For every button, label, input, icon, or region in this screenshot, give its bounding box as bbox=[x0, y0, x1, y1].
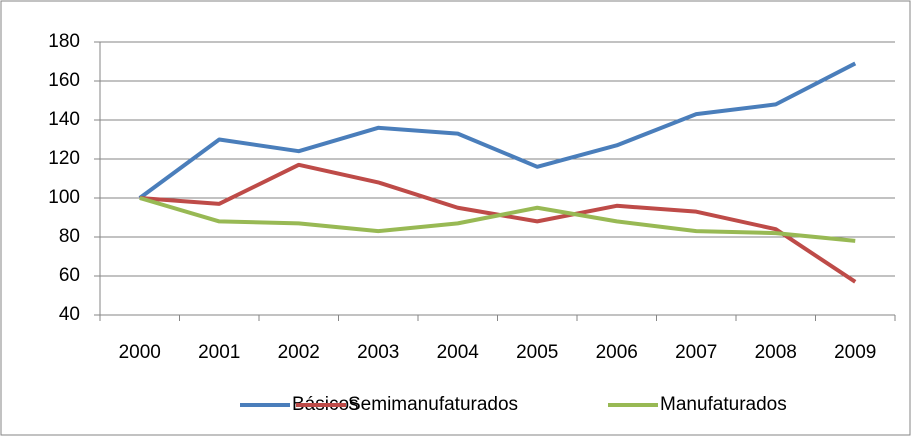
x-tick-label: 2001 bbox=[198, 342, 240, 363]
y-tick-label: 60 bbox=[59, 265, 80, 286]
y-tick-label: 100 bbox=[48, 187, 80, 208]
x-tick-label: 2004 bbox=[437, 342, 480, 363]
y-tick-label: 40 bbox=[59, 304, 80, 325]
y-tick-label: 140 bbox=[48, 109, 80, 130]
x-tick-label: 2007 bbox=[675, 342, 717, 363]
x-tick-label: 2003 bbox=[357, 342, 399, 363]
y-tick-label: 160 bbox=[48, 70, 80, 91]
x-tick-label: 2002 bbox=[278, 342, 320, 363]
x-tick-label: 2005 bbox=[516, 342, 558, 363]
y-tick-label: 80 bbox=[59, 226, 80, 247]
x-tick-label: 2008 bbox=[755, 342, 797, 363]
y-tick-label: 180 bbox=[48, 31, 80, 52]
x-tick-label: 2000 bbox=[119, 342, 161, 363]
x-tick-label: 2006 bbox=[596, 342, 638, 363]
series-line bbox=[138, 61, 857, 200]
series-line bbox=[139, 196, 856, 243]
y-tick-label: 120 bbox=[48, 148, 80, 169]
x-tick-label: 2009 bbox=[834, 342, 876, 363]
legend-label: Manufaturados bbox=[660, 394, 787, 415]
legend-label: Semimanufaturados bbox=[348, 394, 518, 415]
